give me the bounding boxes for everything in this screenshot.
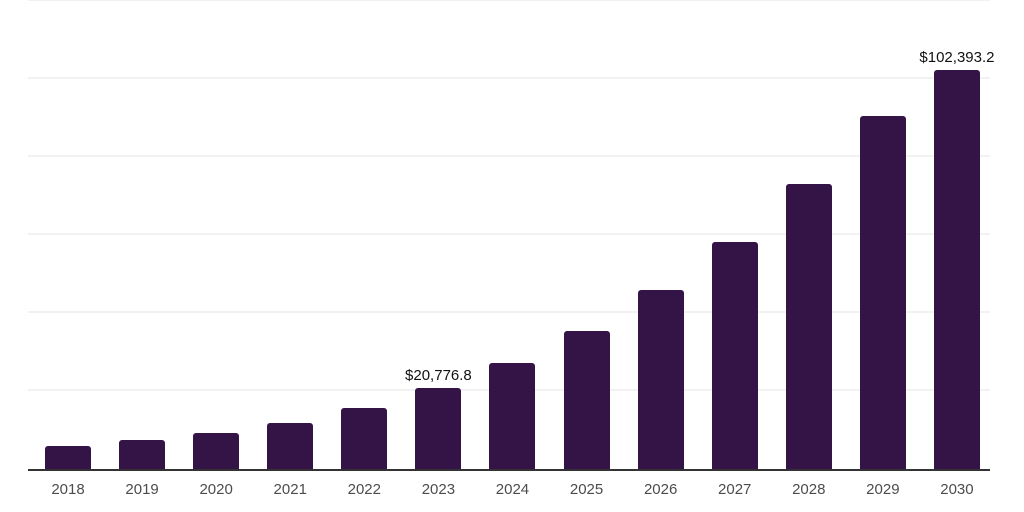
bar-column-2023: $20,776.8	[405, 368, 472, 469]
x-tick-label-2019: 2019	[125, 481, 159, 498]
x-tick-label-2028: 2028	[792, 481, 826, 498]
bar-column-2030: $102,393.2	[919, 50, 994, 469]
x-tick-label-2022: 2022	[347, 481, 381, 498]
x-tick-label-2026: 2026	[643, 481, 678, 498]
bar-2022	[341, 408, 388, 469]
x-tick-label-2030: 2030	[940, 481, 974, 498]
x-tick-label-2029: 2029	[866, 481, 900, 498]
bars-row: $20,776.8 $102,393.2	[28, 0, 994, 469]
bar-2029	[859, 116, 906, 469]
x-axis-labels: 2018 2019 2020 2021 2022 2023 2024 2025 2026 2027…	[28, 481, 990, 498]
x-tick-label-2027: 2027	[718, 481, 752, 498]
bar-column-2019	[119, 440, 166, 469]
x-tick-label-2018: 2018	[51, 481, 85, 498]
data-label-2030: $102,393.2	[919, 49, 995, 66]
gridline-120000	[28, 0, 990, 1]
gridline-80000	[28, 155, 990, 157]
bar-2020	[193, 433, 240, 469]
x-tick-label-2021: 2021	[273, 481, 307, 498]
bar-2018	[45, 446, 91, 469]
data-label-2023: $20,776.8	[405, 367, 472, 384]
bar-2024	[489, 363, 536, 469]
bar-column-2027	[711, 242, 758, 469]
bar-column-2028	[785, 184, 832, 469]
bar-2030	[933, 70, 980, 469]
bar-column-2029	[859, 116, 906, 469]
bar-2026	[637, 290, 684, 469]
bar-2021	[267, 423, 314, 469]
x-tick-label-2025: 2025	[569, 481, 604, 498]
bar-column-2024	[489, 363, 536, 469]
x-tick-label-2020: 2020	[199, 481, 233, 498]
bar-column-2025	[563, 331, 610, 469]
gridline-40000	[28, 311, 990, 313]
bar-2027	[711, 242, 758, 469]
gridline-100000	[28, 77, 990, 79]
bar-column-2026	[637, 290, 684, 469]
bar-column-2021	[267, 423, 314, 469]
bar-2019	[119, 440, 166, 469]
plot-area: $20,776.8 $102,393.2	[28, 0, 994, 471]
bar-column-2018	[45, 446, 91, 469]
bar-2028	[785, 184, 832, 469]
bar-2025	[563, 331, 610, 469]
bar-column-2020	[193, 433, 240, 469]
bar-column-2022	[341, 408, 388, 469]
bar-2023	[415, 388, 462, 469]
gridline-60000	[28, 233, 990, 235]
x-tick-label-2023: 2023	[421, 481, 456, 498]
x-tick-label-2024: 2024	[495, 481, 530, 498]
